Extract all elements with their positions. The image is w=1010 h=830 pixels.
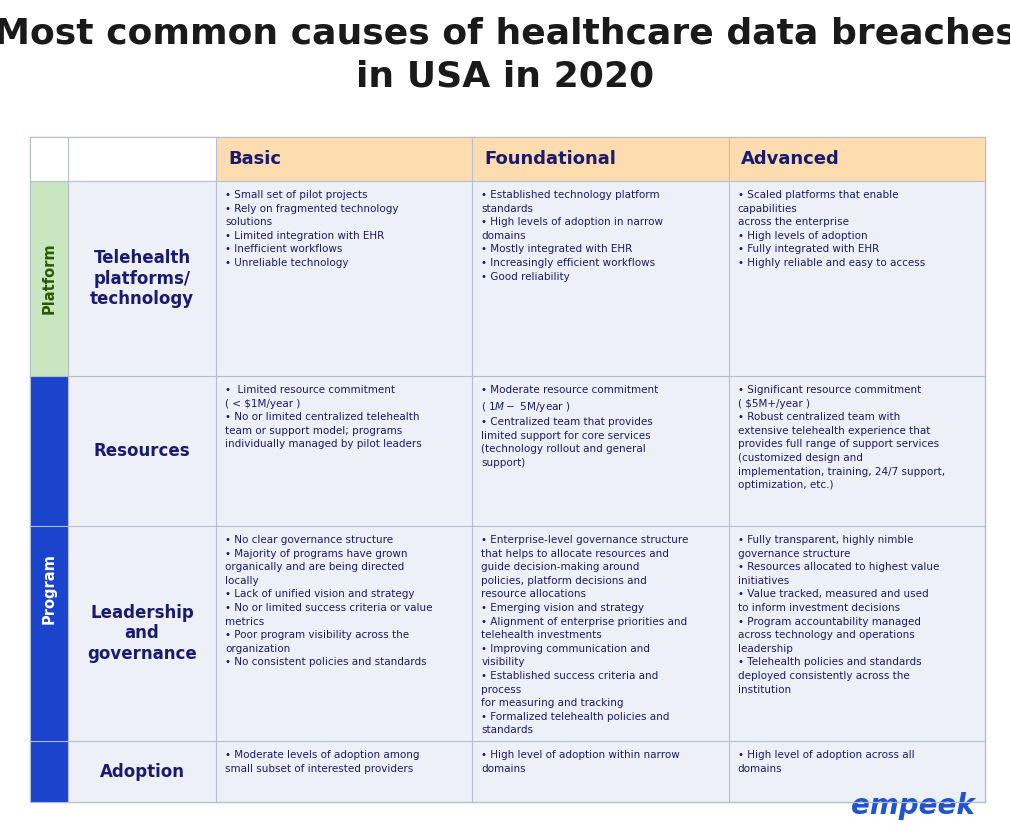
Text: Platform: Platform [41,242,57,315]
Text: Adoption: Adoption [100,763,185,780]
Text: Program: Program [41,554,57,624]
Text: Foundational: Foundational [485,150,616,168]
Bar [30,137,216,181]
Text: • High level of adoption across all
domains: • High level of adoption across all doma… [737,750,914,774]
Text: • Moderate levels of adoption among
small subset of interested providers: • Moderate levels of adoption among smal… [225,750,419,774]
Bar [30,376,68,802]
Text: • No clear governance structure
• Majority of programs have grown
organically an: • No clear governance structure • Majori… [225,535,432,667]
Bar [68,181,216,376]
Text: Most common causes of healthcare data breaches
in USA in 2020: Most common causes of healthcare data br… [0,17,1010,93]
Text: • Enterprise-level governance structure
that helps to allocate resources and
gui: • Enterprise-level governance structure … [482,535,689,735]
Bar [30,181,68,376]
Text: • Established technology platform
standards
• High levels of adoption in narrow
: • Established technology platform standa… [482,190,664,281]
Text: • Scaled platforms that enable
capabilities
across the enterprise
• High levels : • Scaled platforms that enable capabilit… [737,190,925,268]
Text: • Significant resource commitment
( $5M+/year )
• Robust centralized team with
e: • Significant resource commitment ( $5M+… [737,385,944,491]
Text: Telehealth
platforms/
technology: Telehealth platforms/ technology [90,249,194,308]
Bar [68,526,216,741]
Text: • Fully transparent, highly nimble
governance structure
• Resources allocated to: • Fully transparent, highly nimble gover… [737,535,939,695]
Bar [68,741,216,802]
Text: • Small set of pilot projects
• Rely on fragmented technology
solutions
• Limite: • Small set of pilot projects • Rely on … [225,190,399,268]
Bar [30,137,985,802]
Text: Advanced: Advanced [740,150,839,168]
Bar [216,137,985,181]
Text: Resources: Resources [94,442,190,460]
Text: Basic: Basic [228,150,281,168]
Text: • Moderate resource commitment
( $1M-$ 5M/year )
• Centralized team that provide: • Moderate resource commitment ( $1M-$ 5… [482,385,659,468]
Bar [68,376,216,526]
Text: empeek: empeek [851,792,975,820]
Text: • High level of adoption within narrow
domains: • High level of adoption within narrow d… [482,750,680,774]
Text: •  Limited resource commitment
( < $1M/year )
• No or limited centralized telehe: • Limited resource commitment ( < $1M/ye… [225,385,422,449]
Text: Leadership
and
governance: Leadership and governance [87,603,197,663]
